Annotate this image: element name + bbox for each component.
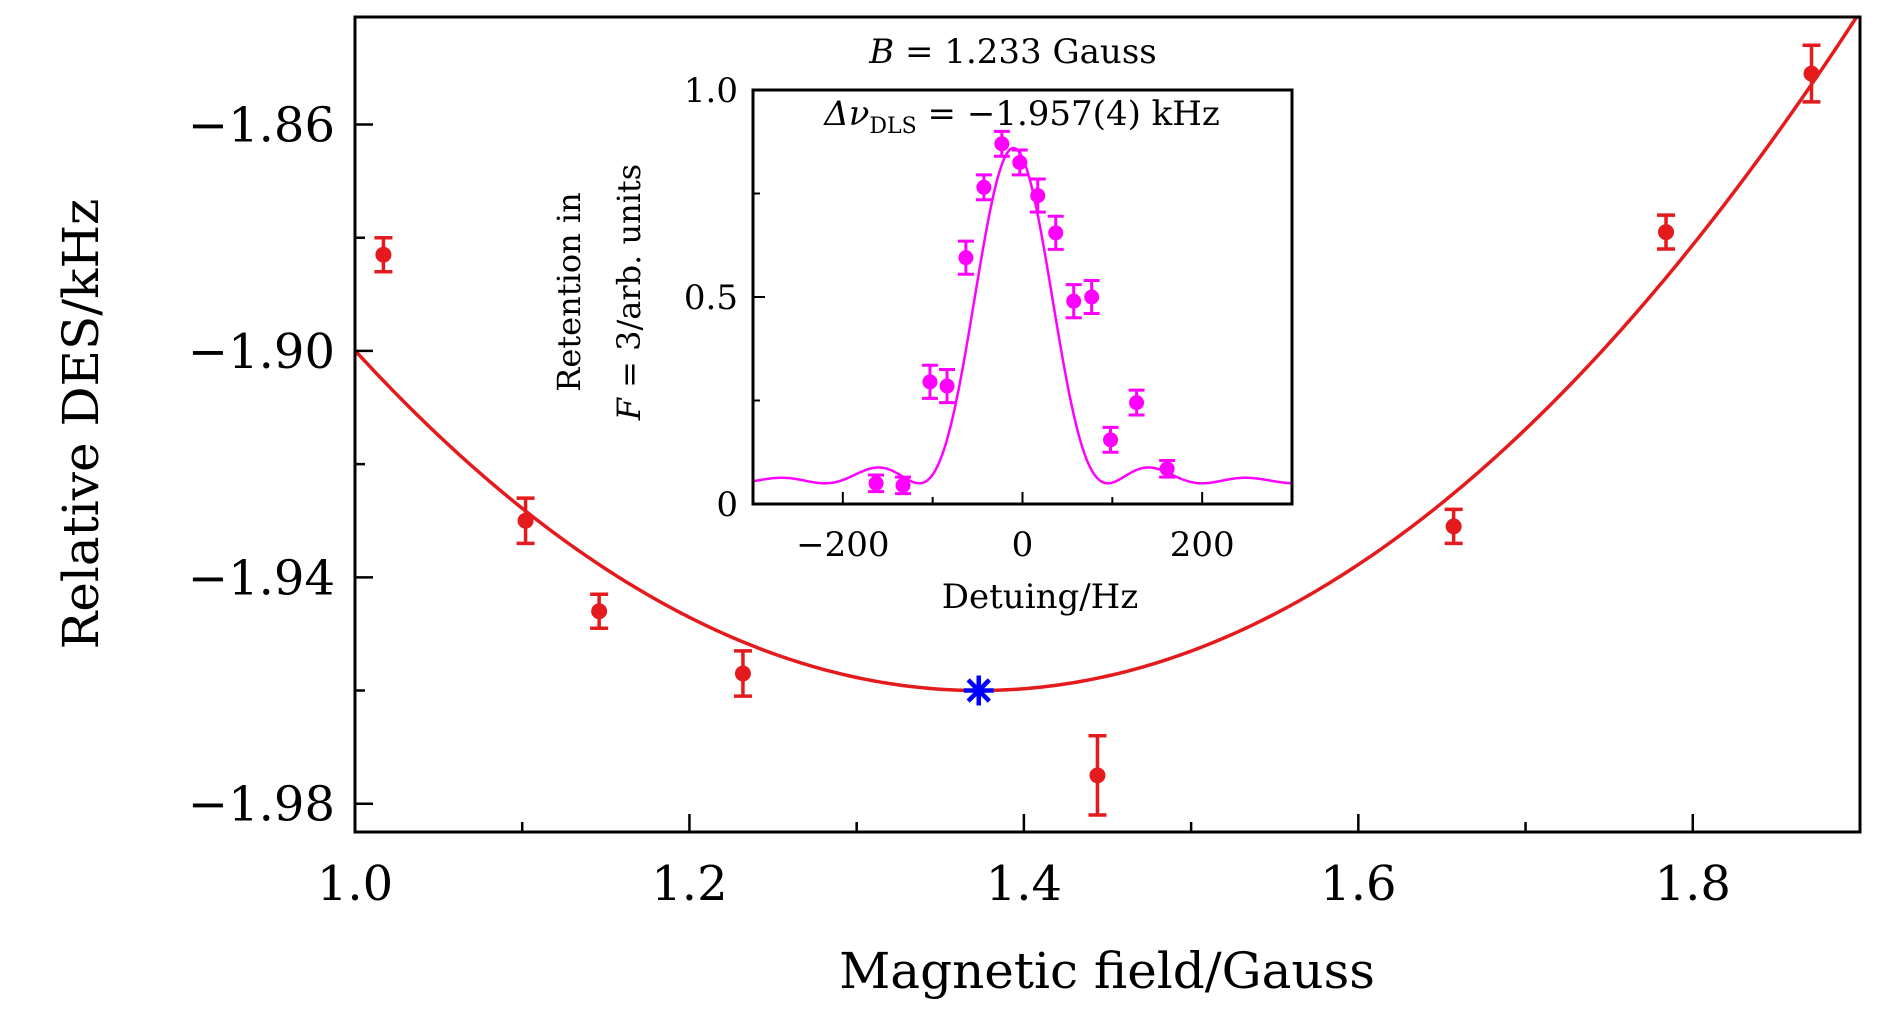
main-y-tick-label: −1.90: [188, 324, 335, 380]
main-chart: 1.0 1.2 1.4 1.6 1.8 −1.86 −1.90 −1.94 −1.98 Mag…: [52, 15, 1862, 1000]
main-data-point: [1802, 43, 1821, 104]
asterisk-stroke: [966, 678, 991, 703]
inset-data-point: [895, 475, 912, 496]
main-x-tick-label: 1.4: [986, 856, 1062, 912]
main-minimum-marker: [963, 675, 994, 706]
main-data-point: [1657, 213, 1676, 251]
inset-point-marker: [868, 475, 884, 491]
inset-point-marker: [1084, 289, 1100, 305]
inset-point-marker: [1048, 225, 1064, 241]
main-y-axis-label: Relative DES/kHz: [52, 199, 110, 650]
inset-point-marker: [976, 179, 992, 195]
inset-title-shift: ΔνDLS = −1.957(4) kHz: [822, 94, 1220, 139]
inset-y-axis-label-line1: Retention in: [550, 192, 588, 391]
main-y-tick-label: −1.86: [188, 98, 335, 154]
main-y-tick-label: −1.98: [188, 777, 335, 833]
inset-title-shift-subscript: DLS: [869, 114, 916, 139]
inset-y-axis-label-value: = 3/arb. units: [610, 164, 648, 398]
main-point-marker: [1803, 65, 1820, 82]
inset-data-point: [939, 367, 956, 405]
inset-title-field-value: = 1.233 Gauss: [894, 32, 1156, 72]
inset-title-shift-value: = −1.957(4) kHz: [917, 94, 1220, 134]
inset-background: [753, 90, 1292, 504]
inset-data-marks: [753, 129, 1292, 496]
main-x-tick-label: 1.6: [1320, 856, 1396, 912]
inset-data-point: [975, 173, 992, 202]
inset-data-point: [1159, 459, 1176, 479]
inset-point-marker: [1030, 188, 1046, 204]
main-point-marker: [1445, 518, 1462, 535]
inset-data-point: [957, 239, 974, 276]
inset-y-tick-label: 0: [716, 485, 738, 525]
inset-point-marker: [1129, 395, 1145, 411]
inset-y-tick-label: 1.0: [684, 71, 738, 111]
inset-point-marker: [1159, 461, 1175, 477]
inset-point-marker: [994, 136, 1010, 152]
inset-point-marker: [1066, 293, 1082, 309]
inset-point-marker: [958, 250, 974, 266]
main-y-tick-label: −1.94: [188, 550, 335, 606]
inset-point-marker: [1012, 154, 1028, 170]
inset-point-marker: [922, 374, 938, 390]
main-x-tick-label: 1.0: [317, 856, 393, 912]
main-point-marker: [517, 512, 534, 529]
inset-data-point: [921, 363, 938, 400]
main-x-axis-ticks: 1.0 1.2 1.4 1.6 1.8: [317, 814, 1862, 912]
inset-y-axis-ticks: 0 0.5 1.0: [684, 71, 765, 525]
inset-x-tick-label: −200: [796, 525, 889, 565]
inset-data-point: [1029, 177, 1046, 214]
inset-data-point: [993, 129, 1010, 158]
inset-y-axis-label-line2: F = 3/arb. units: [610, 164, 648, 421]
main-data-point: [590, 592, 609, 630]
inset-plot-frame: [751, 88, 1294, 506]
inset-y-tick-label: 0.5: [684, 278, 738, 318]
inset-title-shift-symbol: Δν: [822, 94, 869, 134]
main-x-axis-label: Magnetic field/Gauss: [839, 942, 1375, 1000]
main-point-marker: [1658, 224, 1675, 241]
main-data-point: [733, 649, 752, 698]
main-data-marks: [355, 17, 1859, 817]
main-point-marker: [734, 665, 751, 682]
inset-data-point: [1065, 283, 1082, 320]
inset-y-axis-label-symbol: F: [610, 396, 648, 421]
inset-data-point: [868, 473, 885, 494]
inset-title-field-symbol: B: [868, 32, 894, 72]
inset-data-point: [1011, 148, 1028, 177]
main-x-tick-label: 1.2: [651, 856, 727, 912]
inset-x-axis-ticks: −200 0 200: [752, 492, 1293, 565]
main-plot-frame: [353, 15, 1862, 834]
inset-point-marker: [1103, 432, 1119, 448]
inset-point-marker: [895, 477, 911, 493]
main-data-point: [374, 235, 393, 274]
main-data-point: [1088, 734, 1107, 817]
inset-x-tick-label: 0: [1012, 525, 1034, 565]
inset-data-point: [1102, 425, 1119, 454]
main-point-marker: [591, 603, 608, 620]
inset-data-point: [1083, 278, 1100, 316]
inset-point-marker: [939, 378, 955, 394]
inset-x-tick-label: 200: [1170, 525, 1235, 565]
inset-chart: −200 0 200 0 0.5 1.0 B = 1.233 Gauss ΔνDLS =…: [550, 32, 1294, 617]
inset-title-field: B = 1.233 Gauss: [868, 32, 1156, 72]
inset-data-point: [1047, 214, 1064, 251]
inset-x-axis-label: Detuing/Hz: [942, 577, 1139, 617]
main-point-marker: [1089, 767, 1106, 784]
main-data-point: [516, 496, 535, 546]
main-y-axis-ticks: −1.86 −1.90 −1.94 −1.98: [188, 98, 373, 833]
main-point-marker: [375, 246, 392, 263]
main-data-point: [1444, 507, 1463, 546]
main-x-tick-label: 1.8: [1655, 856, 1731, 912]
main-fit-curve: [355, 17, 1859, 693]
inset-data-point: [1128, 388, 1145, 417]
